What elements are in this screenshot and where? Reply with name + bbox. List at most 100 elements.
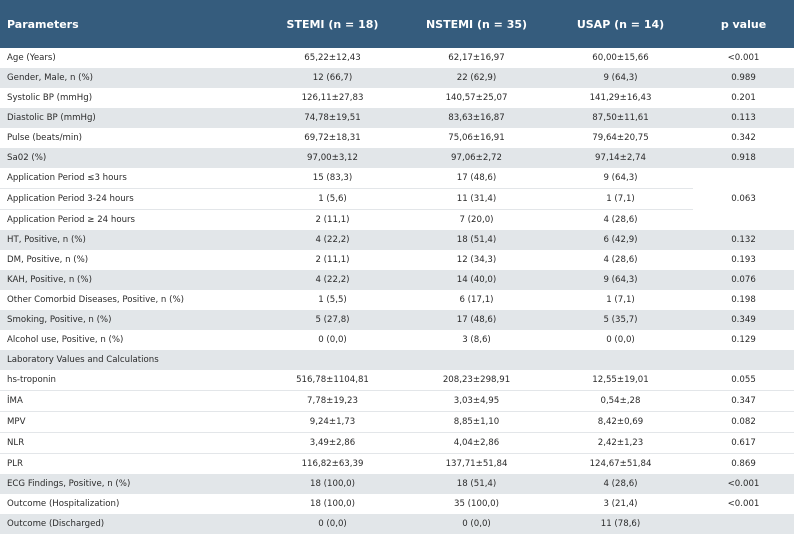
cell-param: MPV [0, 411, 260, 433]
cell-usap: 11 (78,6) [548, 514, 693, 534]
table-row: Age (Years) 65,22±12,43 62,17±16,97 60,0… [0, 48, 794, 68]
cell-param: Application Period ≥ 24 hours [0, 209, 260, 230]
cell-usap: 0,54±,28 [548, 390, 693, 412]
table-row: Smoking, Positive, n (%) 5 (27,8) 17 (48… [0, 310, 794, 330]
cell-stemi: 97,00±3,12 [260, 148, 405, 168]
cell-param: PLR [0, 453, 260, 474]
cell-usap: 141,29±16,43 [548, 88, 693, 108]
cell-stemi: 15 (83,3) [260, 168, 405, 189]
cell-stemi [260, 350, 405, 370]
cell-stemi: 4 (22,2) [260, 230, 405, 250]
cell-p [693, 514, 794, 534]
cell-stemi: 116,82±63,39 [260, 453, 405, 474]
table-row: Pulse (beats/min) 69,72±18,31 75,06±16,9… [0, 128, 794, 148]
table-row: hs-troponin 516,78±1104,81 208,23±298,91… [0, 370, 794, 391]
cell-nstemi: 3,03±4,95 [405, 390, 548, 412]
cell-usap: 5 (35,7) [548, 310, 693, 330]
cell-nstemi: 140,57±25,07 [405, 88, 548, 108]
cell-usap: 9 (64,3) [548, 270, 693, 290]
cell-p: 0.198 [693, 290, 794, 310]
cell-param: Outcome (Hospitalization) [0, 494, 260, 514]
cell-usap: 6 (42,9) [548, 230, 693, 250]
cell-usap: 97,14±2,74 [548, 148, 693, 168]
section-header-row: Laboratory Values and Calculations [0, 350, 794, 370]
cell-usap: 2,42±1,23 [548, 432, 693, 454]
cell-usap: 124,67±51,84 [548, 453, 693, 474]
cell-usap: 4 (28,6) [548, 250, 693, 270]
cell-usap: 9 (64,3) [548, 168, 693, 189]
cell-usap: 1 (7,1) [548, 290, 693, 310]
cell-param: İMA [0, 390, 260, 412]
table-row: Outcome (Discharged) 0 (0,0) 0 (0,0) 11 … [0, 514, 794, 534]
cell-p: 0.349 [693, 310, 794, 330]
cell-nstemi: 17 (48,6) [405, 310, 548, 330]
table-row: ECG Findings, Positive, n (%) 18 (100,0)… [0, 474, 794, 494]
cell-p: <0.001 [693, 48, 794, 68]
table-row: HT, Positive, n (%) 4 (22,2) 18 (51,4) 6… [0, 230, 794, 250]
cell-usap: 87,50±11,61 [548, 108, 693, 128]
cell-param: Sa02 (%) [0, 148, 260, 168]
cell-usap: 4 (28,6) [548, 209, 693, 230]
cell-p: 0.055 [693, 370, 794, 391]
cell-usap: 4 (28,6) [548, 474, 693, 494]
cell-p: 0.989 [693, 68, 794, 88]
cell-stemi: 516,78±1104,81 [260, 370, 405, 391]
cell-param: ECG Findings, Positive, n (%) [0, 474, 260, 494]
table-row: Application Period 3-24 hours 1 (5,6) 11… [0, 188, 794, 210]
cell-nstemi: 12 (34,3) [405, 250, 548, 270]
cell-param: Outcome (Discharged) [0, 514, 260, 534]
header-parameters: Parameters [0, 0, 260, 48]
table-row: NLR 3,49±2,86 4,04±2,86 2,42±1,23 0.617 [0, 432, 794, 454]
cell-stemi: 2 (11,1) [260, 209, 405, 230]
cell-usap: 3 (21,4) [548, 494, 693, 514]
cell-p: 0.193 [693, 250, 794, 270]
cell-nstemi: 3 (8,6) [405, 330, 548, 350]
cell-nstemi: 14 (40,0) [405, 270, 548, 290]
cell-stemi: 18 (100,0) [260, 494, 405, 514]
cell-nstemi [405, 350, 548, 370]
header-usap: USAP (n = 14) [548, 0, 693, 48]
cell-stemi: 1 (5,6) [260, 188, 405, 210]
cell-p: 0.129 [693, 330, 794, 350]
cell-stemi: 3,49±2,86 [260, 432, 405, 454]
header-nstemi: NSTEMI (n = 35) [405, 0, 548, 48]
cell-p: 0.076 [693, 270, 794, 290]
cell-nstemi: 18 (51,4) [405, 230, 548, 250]
cell-stemi: 74,78±19,51 [260, 108, 405, 128]
cell-stemi: 5 (27,8) [260, 310, 405, 330]
cell-param: KAH, Positive, n (%) [0, 270, 260, 290]
cell-p: 0.617 [693, 432, 794, 454]
cell-usap: 79,64±20,75 [548, 128, 693, 148]
cell-nstemi: 6 (17,1) [405, 290, 548, 310]
cell-param: Alcohol use, Positive, n (%) [0, 330, 260, 350]
cell-usap [548, 350, 693, 370]
table-row: KAH, Positive, n (%) 4 (22,2) 14 (40,0) … [0, 270, 794, 290]
cell-param: Diastolic BP (mmHg) [0, 108, 260, 128]
table-row: Gender, Male, n (%) 12 (66,7) 22 (62,9) … [0, 68, 794, 88]
cell-stemi: 9,24±1,73 [260, 411, 405, 433]
cell-p [693, 350, 794, 370]
cell-param: DM, Positive, n (%) [0, 250, 260, 270]
cell-nstemi: 0 (0,0) [405, 514, 548, 534]
cell-nstemi: 4,04±2,86 [405, 432, 548, 454]
cell-param: Age (Years) [0, 48, 260, 68]
cell-param: Application Period 3-24 hours [0, 188, 260, 210]
cell-nstemi: 35 (100,0) [405, 494, 548, 514]
cell-p: 0.113 [693, 108, 794, 128]
cell-param: Other Comorbid Diseases, Positive, n (%) [0, 290, 260, 310]
table-row: Other Comorbid Diseases, Positive, n (%)… [0, 290, 794, 310]
cell-usap: 8,42±0,69 [548, 411, 693, 433]
cell-param: Pulse (beats/min) [0, 128, 260, 148]
table-row: Application Period ≤3 hours 15 (83,3) 17… [0, 168, 794, 230]
table-row: Diastolic BP (mmHg) 74,78±19,51 83,63±16… [0, 108, 794, 128]
cell-stemi: 1 (5,5) [260, 290, 405, 310]
cell-stemi: 4 (22,2) [260, 270, 405, 290]
cell-stemi: 69,72±18,31 [260, 128, 405, 148]
table-row: DM, Positive, n (%) 2 (11,1) 12 (34,3) 4… [0, 250, 794, 270]
cell-p: 0.342 [693, 128, 794, 148]
table-row: PLR 116,82±63,39 137,71±51,84 124,67±51,… [0, 453, 794, 474]
cell-p-application-period: 0.063 [693, 168, 794, 230]
cell-param: Gender, Male, n (%) [0, 68, 260, 88]
cell-p: 0.132 [693, 230, 794, 250]
